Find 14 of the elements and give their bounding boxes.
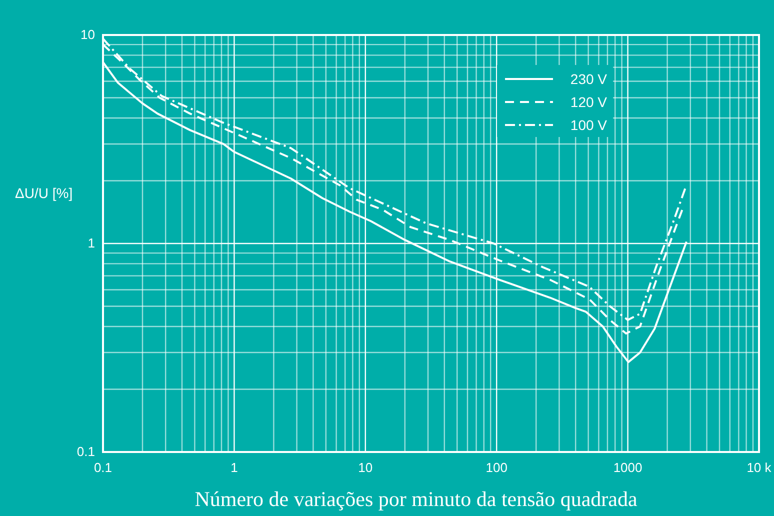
x-tick-label: 10 (358, 460, 373, 475)
x-axis-title: Número de variações por minuto da tensão quadrada (194, 487, 638, 511)
x-tick-label: 10 k (746, 460, 772, 475)
x-tick-label: 1000 (613, 460, 642, 475)
x-tick-label: 1 (230, 460, 238, 475)
legend-label: 120 V (570, 94, 608, 110)
y-tick-label: 0.1 (76, 444, 95, 459)
y-axis-title: ΔU/U [%] (15, 185, 73, 201)
legend-label: 230 V (570, 71, 608, 87)
x-tick-label: 100 (486, 460, 508, 475)
x-tick-label: 0.1 (94, 460, 112, 475)
y-tick-label: 10 (80, 27, 95, 42)
y-tick-label: 1 (88, 236, 95, 250)
legend-label: 100 V (570, 117, 608, 133)
